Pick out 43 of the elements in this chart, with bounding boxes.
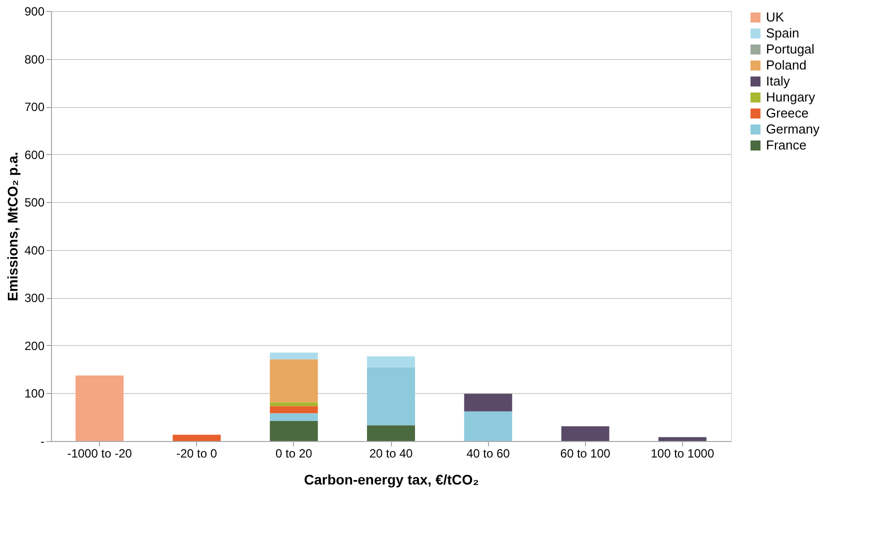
legend-label: Greece: [766, 106, 809, 120]
bar: [76, 376, 124, 441]
bar: [367, 425, 415, 441]
x-tick-label: -20 to 0: [176, 446, 218, 460]
legend-label: Poland: [766, 58, 806, 72]
bar: [270, 420, 318, 441]
x-tick-label: 0 to 20: [276, 446, 313, 460]
bar: [561, 426, 610, 441]
y-tick-label: -: [40, 434, 44, 448]
y-tick-label: 500: [24, 196, 45, 210]
x-tick-label: 40 to 60: [466, 446, 510, 460]
y-tick-label: 400: [24, 243, 45, 258]
legend-label: Italy: [766, 74, 790, 88]
bar: [270, 352, 318, 360]
y-axis-title: Emissions, MtCO₂ p.a.: [4, 152, 20, 302]
legend-label: Spain: [766, 26, 800, 40]
y-tick-label: 600: [24, 148, 45, 162]
bar: [658, 437, 706, 441]
x-axis-title: Carbon-energy tax, €/tCO₂: [304, 472, 480, 488]
bar: [367, 356, 415, 368]
legend-label: Portugal: [766, 42, 815, 56]
x-tick-label: 20 to 40: [369, 446, 414, 460]
bar: [464, 394, 512, 412]
legend-label: Germany: [766, 122, 820, 136]
bar: [270, 402, 318, 406]
y-tick-label: 900: [24, 4, 45, 18]
legend-label: Hungary: [766, 90, 816, 104]
x-tick-label: -1000 to -20: [67, 446, 132, 460]
bar: [367, 367, 415, 426]
bar: [172, 434, 221, 441]
y-tick-label: 100: [24, 386, 45, 401]
x-tick-label: 100 to 1000: [650, 446, 714, 460]
y-tick-label: 200: [24, 338, 45, 353]
bar: [270, 406, 318, 414]
bar: [270, 359, 318, 402]
y-tick-label: 800: [24, 52, 45, 66]
y-tick-label: 700: [24, 100, 45, 114]
legend-label: France: [766, 138, 806, 152]
bar: [464, 411, 512, 441]
bar: [270, 413, 318, 421]
legend-label: UK: [766, 10, 784, 24]
x-tick-label: 60 to 100: [560, 446, 611, 460]
y-tick-label: 300: [24, 291, 45, 306]
